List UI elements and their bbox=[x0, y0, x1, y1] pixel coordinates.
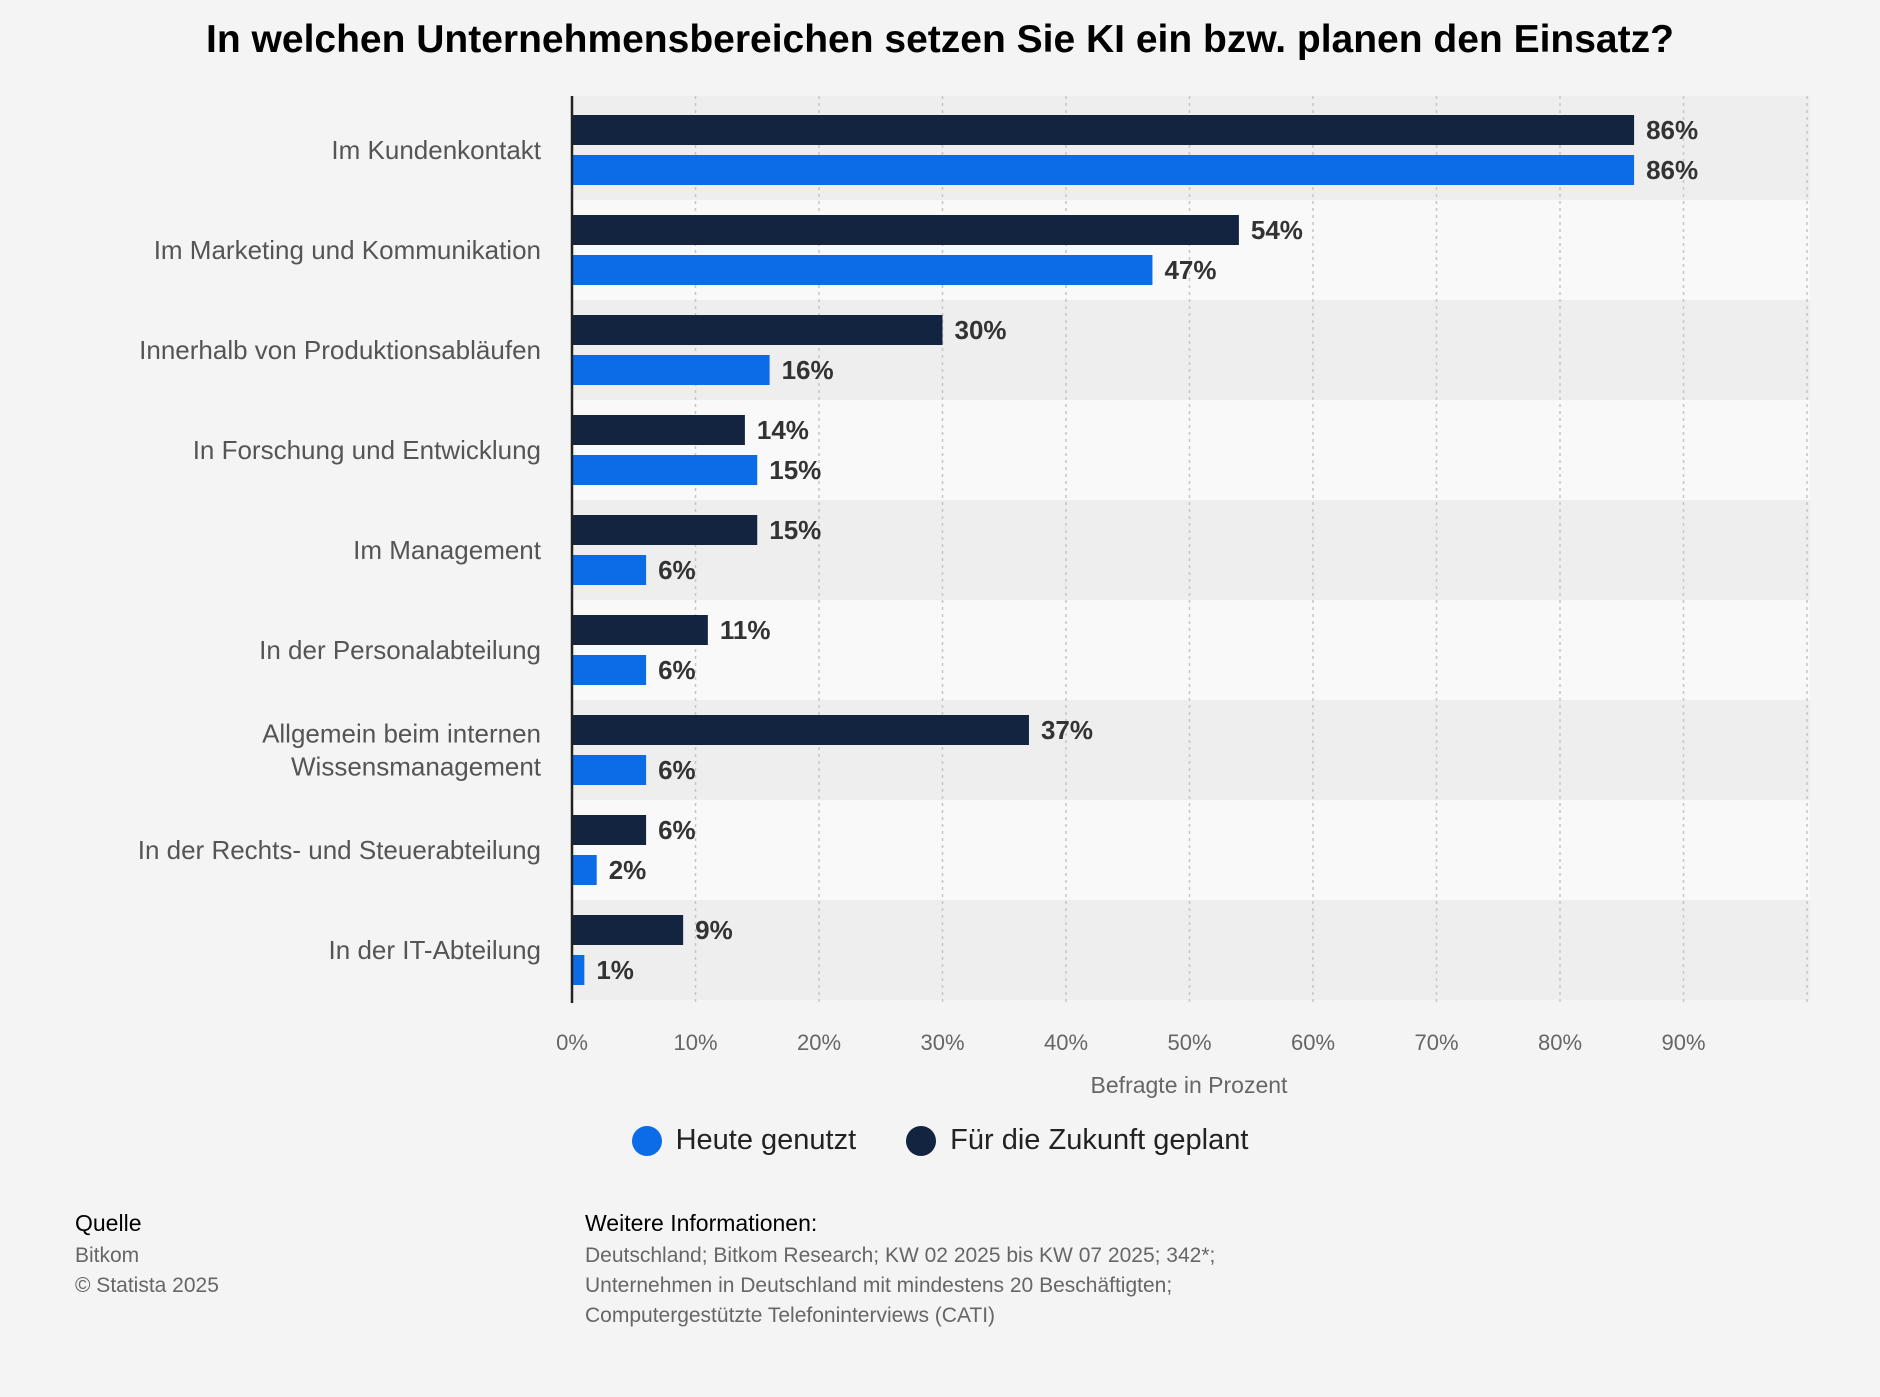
x-tick-label: 60% bbox=[1291, 1030, 1335, 1055]
value-label: 15% bbox=[769, 455, 821, 485]
legend-marker-zukunft bbox=[906, 1125, 937, 1156]
row-band bbox=[572, 600, 1810, 700]
bar-zukunft bbox=[572, 815, 647, 845]
x-tick-label: 80% bbox=[1538, 1030, 1582, 1055]
source-block: Quelle Bitkom © Statista 2025 bbox=[75, 1210, 219, 1301]
bar-heute bbox=[572, 255, 1153, 285]
legend-item-heute[interactable]: Heute genutzt bbox=[631, 1124, 857, 1157]
category-label: Wissensmanagement bbox=[291, 752, 542, 782]
x-axis-title: Befragte in Prozent bbox=[1091, 1072, 1289, 1098]
chart-legend: Heute genutzt Für die Zukunft geplant bbox=[0, 1124, 1880, 1157]
bar-heute bbox=[572, 355, 770, 385]
value-label: 11% bbox=[720, 615, 771, 645]
x-tick-label: 0% bbox=[556, 1030, 588, 1055]
bar-heute bbox=[572, 655, 647, 685]
bar-zukunft bbox=[572, 215, 1239, 245]
bar-heute bbox=[572, 155, 1635, 185]
bar-zukunft bbox=[572, 515, 758, 545]
row-band bbox=[572, 400, 1810, 500]
bar-heute bbox=[572, 455, 758, 485]
x-tick-label: 30% bbox=[920, 1030, 964, 1055]
info-line: Deutschland; Bitkom Research; KW 02 2025… bbox=[585, 1244, 1216, 1267]
row-band bbox=[572, 900, 1810, 1000]
bar-heute bbox=[572, 555, 647, 585]
copyright-text: © Statista 2025 bbox=[75, 1274, 219, 1297]
bar-zukunft bbox=[572, 915, 684, 945]
category-label: In der Personalabteilung bbox=[259, 635, 541, 665]
bar-heute bbox=[572, 955, 585, 985]
x-tick-label: 50% bbox=[1167, 1030, 1211, 1055]
category-label: Allgemein beim internen bbox=[262, 719, 541, 749]
value-label: 6% bbox=[658, 815, 696, 845]
info-heading: Weitere Informationen: bbox=[585, 1210, 818, 1236]
legend-label-zukunft: Für die Zukunft geplant bbox=[950, 1124, 1249, 1156]
x-tick-label: 20% bbox=[797, 1030, 841, 1055]
x-tick-label: 90% bbox=[1661, 1030, 1705, 1055]
value-label: 47% bbox=[1164, 255, 1216, 285]
value-label: 16% bbox=[782, 355, 834, 385]
x-tick-label: 10% bbox=[673, 1030, 717, 1055]
category-label: Innerhalb von Produktionsabläufen bbox=[139, 335, 541, 365]
x-tick-label: 40% bbox=[1044, 1030, 1088, 1055]
value-label: 86% bbox=[1646, 115, 1698, 145]
row-band bbox=[572, 800, 1810, 900]
bar-zukunft bbox=[572, 615, 708, 645]
bar-zukunft bbox=[572, 115, 1635, 145]
category-label: Im Kundenkontakt bbox=[331, 135, 541, 165]
bar-zukunft bbox=[572, 415, 745, 445]
row-band bbox=[572, 500, 1810, 600]
value-label: 86% bbox=[1646, 155, 1698, 185]
legend-item-zukunft[interactable]: Für die Zukunft geplant bbox=[906, 1124, 1248, 1157]
category-label: In der IT-Abteilung bbox=[329, 935, 541, 965]
bar-heute bbox=[572, 755, 647, 785]
chart-title: In welchen Unternehmensbereichen setzen … bbox=[206, 18, 1674, 61]
source-heading: Quelle bbox=[75, 1210, 142, 1236]
category-label: Im Management bbox=[353, 535, 542, 565]
value-label: 30% bbox=[955, 315, 1007, 345]
bar-heute bbox=[572, 855, 597, 885]
info-block: Weitere Informationen: Deutschland; Bitk… bbox=[585, 1210, 1385, 1331]
source-name[interactable]: Bitkom bbox=[75, 1244, 140, 1267]
category-label: In der Rechts- und Steuerabteilung bbox=[138, 835, 541, 865]
legend-label-heute: Heute genutzt bbox=[675, 1124, 857, 1156]
value-label: 6% bbox=[658, 755, 696, 785]
value-label: 1% bbox=[596, 955, 634, 985]
value-label: 15% bbox=[769, 515, 821, 545]
category-label: Im Marketing und Kommunikation bbox=[154, 235, 541, 265]
value-label: 6% bbox=[658, 655, 696, 685]
bar-zukunft bbox=[572, 315, 943, 345]
legend-marker-heute bbox=[631, 1125, 662, 1156]
info-line: Unternehmen in Deutschland mit mindesten… bbox=[585, 1274, 1173, 1297]
value-label: 54% bbox=[1251, 215, 1303, 245]
category-label: In Forschung und Entwicklung bbox=[193, 435, 541, 465]
value-label: 2% bbox=[609, 855, 647, 885]
x-tick-label: 70% bbox=[1414, 1030, 1458, 1055]
value-label: 37% bbox=[1041, 715, 1093, 745]
value-label: 6% bbox=[658, 555, 696, 585]
value-label: 14% bbox=[757, 415, 809, 445]
value-label: 9% bbox=[695, 915, 733, 945]
bar-zukunft bbox=[572, 715, 1029, 745]
info-line: Computergestützte Telefoninterviews (CAT… bbox=[585, 1304, 996, 1327]
